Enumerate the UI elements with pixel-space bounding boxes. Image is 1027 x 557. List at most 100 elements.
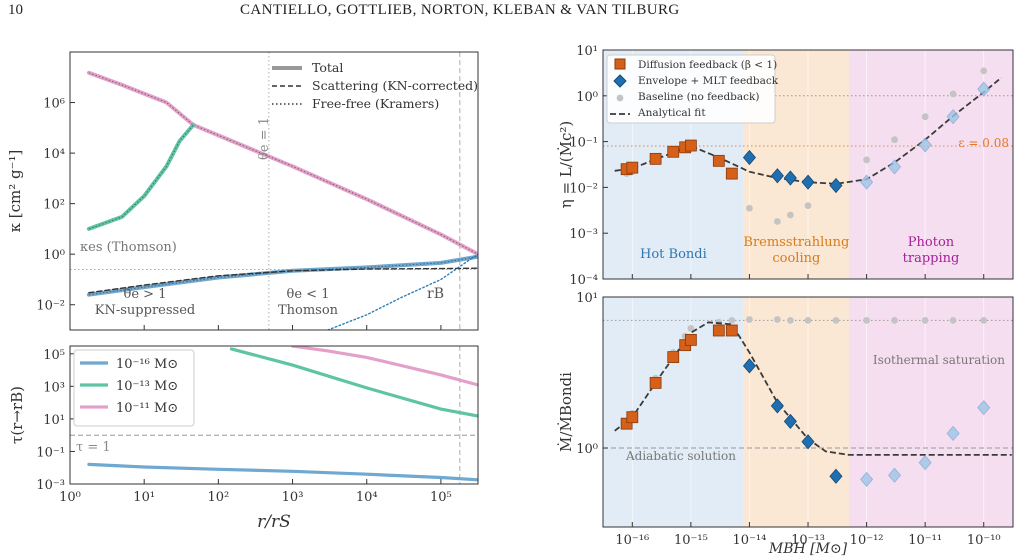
legend-label: Scattering (KN-corrected) <box>312 78 478 93</box>
annotation-tau-one: τ = 1 <box>76 440 111 455</box>
baseline-point <box>891 316 898 324</box>
x-tick-label: 10⁴ <box>356 490 378 505</box>
x-tick-label: 10² <box>207 490 229 505</box>
diffusion-point <box>649 376 662 389</box>
y-axis-label: η = L/(Ṁc²) <box>557 121 575 209</box>
tau-series-2 <box>290 346 478 387</box>
diffusion-point <box>684 333 697 346</box>
diffusion-point <box>712 324 725 337</box>
baseline-point <box>804 316 812 324</box>
baseline-point <box>891 136 898 144</box>
y-tick-label: 10¹ <box>576 44 598 59</box>
y-tick-label: 10⁻¹ <box>36 445 65 460</box>
opacity-panel: 10⁻² 10⁰ 10² 10⁴ 10⁶ κ [cm² g⁻¹] Total Scatteri… <box>6 51 479 331</box>
diffusion-point <box>725 324 738 337</box>
annotation-rb: rB <box>427 286 444 302</box>
annotation-theta-gt: θe > 1 <box>124 287 167 302</box>
baseline-point <box>980 316 988 324</box>
envelope-point <box>860 471 874 487</box>
envelope-point <box>829 177 843 194</box>
efficiency-panel: 10⁻⁴ 10⁻³ 10⁻² 10⁻¹ 10⁰ 10¹ η = L/(Ṁc²) Hot Bon… <box>557 44 1014 288</box>
x-axis-label: r/rS <box>257 512 291 532</box>
legend-swatch-diffusion <box>614 58 626 70</box>
region-label-bremsstrahlung: Bremsstrahlung <box>743 235 849 250</box>
legend-label: Baseline (no feedback) <box>638 91 759 103</box>
baseline-point <box>804 202 812 210</box>
x-tick-label: 10⁻¹⁰ <box>967 533 1001 548</box>
y-tick-label: 10⁻² <box>36 299 65 314</box>
baseline-point <box>786 316 794 324</box>
annotation-kn-suppressed: KN-suppressed <box>95 303 195 318</box>
region-label-hot-bondi: Hot Bondi <box>640 247 707 262</box>
annotation-epsilon: ε = 0.08 <box>958 136 1009 150</box>
legend-box <box>606 54 776 124</box>
tau-series-1 <box>229 347 478 418</box>
opacity-series-1 <box>86 122 196 231</box>
opacity-series-overlay-1 <box>88 124 194 230</box>
annotation-isothermal: Isothermal saturation <box>873 353 1005 367</box>
x-tick-label: 10⁻¹⁵ <box>674 533 708 548</box>
legend-label: 10⁻¹¹ M⊙ <box>116 401 178 416</box>
baseline-point <box>687 324 695 332</box>
diffusion-point <box>626 161 639 174</box>
x-tick-label: 10⁰ <box>59 490 81 505</box>
opacity-series-overlay-2 <box>88 256 478 296</box>
envelope-point <box>946 109 960 125</box>
region-2 <box>848 297 1013 527</box>
y-tick-label: 10⁴ <box>43 147 65 162</box>
accretion-rate-plot-area <box>603 297 1013 527</box>
baseline-point <box>980 67 988 75</box>
annotation-adiabatic: Adiabatic solution <box>625 449 736 463</box>
envelope-point <box>801 434 815 450</box>
opacity-series-4 <box>327 253 478 330</box>
envelope-point <box>860 174 874 190</box>
y-tick-label: 10⁻⁴ <box>569 273 598 288</box>
envelope-point <box>829 468 843 484</box>
x-axis-label: MBH [M⊙] <box>768 541 848 557</box>
diffusion-point <box>667 351 680 364</box>
baseline-point <box>832 316 840 324</box>
y-axis-label: κ [cm² g⁻¹] <box>6 150 24 233</box>
y-tick-label: 10⁻³ <box>36 478 65 493</box>
region-label-photon: Photon <box>908 235 955 250</box>
region-label-trapping: trapping <box>903 251 960 266</box>
baseline-point <box>863 316 870 324</box>
annotation-kes: κes (Thomson) <box>80 240 177 255</box>
diffusion-point <box>626 411 639 424</box>
opacity-series-overlay-0 <box>88 72 478 255</box>
y-tick-label: 10⁻² <box>569 181 598 196</box>
baseline-point <box>921 113 929 121</box>
running-title: CANTIELLO, GOTTLIEB, NORTON, KLEBAN & VA… <box>240 2 680 18</box>
legend-swatch-envelope <box>613 74 627 88</box>
baseline-point <box>863 156 870 164</box>
y-tick-label: 10⁰ <box>43 248 65 263</box>
envelope-point <box>770 398 784 414</box>
y-tick-label: 10² <box>43 198 65 213</box>
legend-label: Diffusion feedback (β < 1) <box>638 59 777 71</box>
annotation-theta-eq: θe = 1 <box>257 117 272 160</box>
x-tick-label: 10⁻¹⁴ <box>733 533 767 548</box>
diffusion-point <box>649 152 662 165</box>
legend-label: 10⁻¹⁶ M⊙ <box>116 357 178 372</box>
opacity-plot-area <box>70 52 478 330</box>
region-1 <box>743 297 849 527</box>
diffusion-point <box>712 154 725 167</box>
envelope-point <box>801 174 815 190</box>
baseline-point <box>773 218 781 225</box>
x-tick-label: 10⁻¹¹ <box>908 533 942 548</box>
y-tick-label: 10¹ <box>43 413 65 428</box>
y-tick-label: 10⁰ <box>576 90 598 105</box>
x-tick-label: 10⁵ <box>430 490 452 505</box>
annotation-thomson: Thomson <box>278 303 339 318</box>
envelope-point <box>783 413 797 430</box>
legend-label: Envelope + MLT feedback <box>638 75 779 87</box>
envelope-point <box>888 159 902 175</box>
page-number: 10 <box>8 2 23 18</box>
diffusion-point <box>667 145 680 158</box>
y-axis-label: Ṁ/ṀBondi <box>557 372 575 452</box>
opacity-series-3 <box>88 267 478 294</box>
baseline-point <box>949 90 957 98</box>
x-tick-label: 10⁻¹⁶ <box>615 533 649 548</box>
envelope-point <box>783 170 797 186</box>
